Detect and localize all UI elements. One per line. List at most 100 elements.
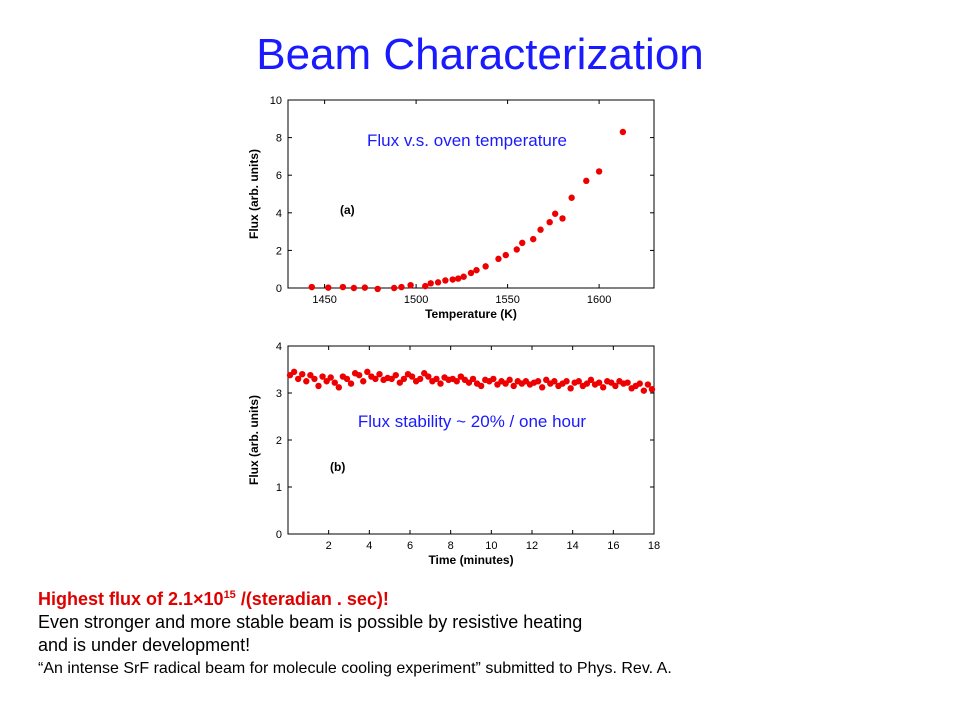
y-tick-label: 6: [276, 170, 282, 182]
highest-flux-units: /(steradian . sec)!: [235, 589, 389, 609]
data-point: [599, 384, 607, 391]
data-point: [408, 373, 416, 380]
x-tick-label: 4: [366, 540, 372, 552]
y-tick-label: 4: [276, 208, 282, 220]
data-point: [433, 375, 440, 383]
y-tick-label: 0: [276, 283, 282, 295]
data-point: [350, 284, 358, 292]
slide-title: Beam Characterization: [256, 30, 704, 79]
data-point: [437, 380, 444, 387]
data-point: [465, 379, 473, 386]
x-tick-label: 16: [607, 540, 619, 552]
y-tick-label: 3: [276, 388, 282, 400]
data-point: [612, 382, 619, 390]
highest-flux-statement: Highest flux of 2.1×1015 /(steradian . s…: [38, 588, 938, 611]
data-point: [537, 226, 544, 233]
x-tick-label: 6: [407, 540, 413, 552]
data-point: [595, 168, 603, 175]
data-point: [534, 378, 542, 385]
data-point: [495, 255, 502, 263]
data-point: [331, 379, 338, 386]
data-point: [648, 386, 656, 393]
data-point: [467, 269, 475, 277]
x-tick-label: 1550: [495, 294, 519, 306]
data-point: [303, 378, 310, 385]
data-point: [388, 375, 395, 383]
flux-stability-chart: 0 1 2 3 4 2 4 6 8 10 12 14 16 18 Time (minutes) Flux (a…: [240, 338, 670, 575]
data-point: [361, 284, 369, 291]
data-point: [624, 379, 631, 386]
data-point: [538, 384, 546, 391]
x-tick-label: 8: [448, 540, 454, 552]
data-point: [372, 375, 379, 383]
data-point: [583, 177, 590, 185]
data-point: [422, 282, 429, 290]
data-point: [477, 382, 485, 390]
resistive-heating-note: Even stronger and more stable beam is po…: [38, 612, 583, 632]
data-point: [400, 375, 408, 383]
data-point: [546, 219, 553, 226]
data-point: [473, 266, 480, 274]
data-point: [290, 368, 298, 376]
x-tick-label: 10: [485, 540, 497, 552]
flux-vs-temperature-plot: 0 2 4 6 8 10 1450 1500 1550 1600 Temperature (K) Fl…: [247, 95, 655, 321]
data-point: [575, 378, 582, 385]
data-point: [294, 375, 302, 383]
data-point: [619, 128, 627, 136]
x-axis-label: Time (minutes): [428, 553, 513, 567]
data-point: [323, 378, 330, 385]
data-point: [551, 378, 558, 385]
data-point: [407, 281, 414, 289]
data-point: [543, 376, 550, 384]
slide-notes: Highest flux of 2.1×1015 /(steradian . s…: [38, 588, 938, 680]
data-point: [460, 273, 467, 280]
data-point: [559, 215, 566, 222]
y-tick-label: 2: [276, 435, 282, 447]
y-tick-label: 2: [276, 245, 282, 257]
data-point: [307, 371, 314, 379]
data-point: [454, 275, 462, 282]
data-point: [376, 371, 383, 378]
data-point: [396, 379, 404, 386]
data-point: [449, 276, 456, 283]
data-point: [325, 284, 332, 291]
development-note: and is under development!: [38, 635, 251, 655]
data-point: [563, 378, 570, 385]
data-point: [640, 387, 648, 394]
data-point: [347, 380, 355, 387]
data-point: [482, 263, 489, 270]
data-point: [364, 368, 371, 376]
data-point: [434, 279, 442, 286]
data-point: [315, 382, 322, 390]
data-point: [595, 379, 603, 386]
data-point: [339, 283, 347, 291]
data-point: [360, 378, 367, 385]
highest-flux-text: Highest flux of 2.1×10: [38, 589, 224, 609]
data-point: [513, 246, 520, 253]
y-tick-label: 4: [276, 341, 282, 353]
data-point: [392, 371, 399, 379]
data-point: [583, 380, 591, 387]
data-point: [398, 283, 405, 291]
data-point: [502, 380, 509, 387]
x-tick-label: 14: [567, 540, 579, 552]
data-point: [453, 378, 460, 385]
data-point: [327, 374, 334, 381]
data-point: [343, 375, 351, 383]
x-tick-label: 1450: [312, 294, 336, 306]
flux-vs-temperature-chart: 0 2 4 6 8 10 1450 1500 1550 1600 Temperature (K) Fl…: [240, 92, 670, 329]
data-point: [530, 235, 537, 243]
y-tick-label: 8: [276, 133, 282, 145]
data-point: [469, 375, 477, 383]
data-point: [442, 277, 449, 284]
x-tick-label: 2: [326, 540, 332, 552]
data-point: [644, 381, 652, 388]
data-point: [374, 285, 381, 293]
chart-annotation: Flux stability ~ 20% / one hour: [358, 412, 587, 431]
data-point: [587, 376, 595, 384]
data-point: [427, 280, 434, 287]
data-point: [490, 375, 497, 383]
publication-reference: “An intense SrF radical beam for molecul…: [38, 660, 672, 677]
data-point: [299, 371, 306, 378]
x-axis-label: Temperature (K): [425, 307, 517, 321]
